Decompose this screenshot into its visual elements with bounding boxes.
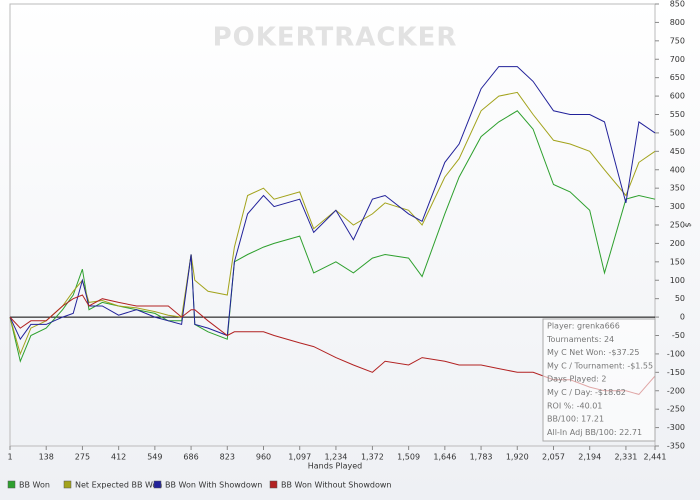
stats-line: My C / Tournament: -$1.55 [547, 361, 653, 370]
x-tick-label: 138 [39, 453, 54, 462]
y-tick-label: 600 [670, 92, 685, 101]
y-tick-label: 800 [670, 18, 685, 27]
stats-line: ROI %: -40.01 [547, 401, 602, 410]
x-tick-label: 1,509 [397, 453, 420, 462]
y-tick-label: 700 [670, 55, 685, 64]
x-tick-label: 686 [183, 453, 198, 462]
x-tick-label: 1,372 [361, 453, 384, 462]
stats-line: Tournaments: 24 [546, 335, 614, 344]
legend-label: BB Won [19, 481, 50, 490]
y-tick-label: -300 [667, 423, 685, 432]
y-tick-label: -50 [672, 331, 685, 340]
x-tick-label: 549 [147, 453, 162, 462]
x-tick-label: 2,441 [644, 453, 667, 462]
legend-swatch [269, 480, 278, 489]
x-tick-label: 1 [7, 453, 12, 462]
stats-box [542, 318, 656, 442]
y-tick-label: -250 [667, 405, 685, 414]
y-tick-label: 750 [670, 36, 685, 45]
y-tick-label: 200 [670, 239, 685, 248]
stats-line: BB/100: 17.21 [547, 415, 604, 424]
x-axis-label: Hands Played [308, 462, 362, 471]
x-tick-label: 1,097 [288, 453, 311, 462]
x-tick-label: 1,783 [470, 453, 493, 462]
y-tick-label: 850 [670, 0, 685, 9]
x-tick-label: 412 [111, 453, 126, 462]
y-tick-label: 250 [670, 221, 685, 230]
x-tick-label: 823 [220, 453, 235, 462]
series-line [9, 110, 656, 363]
y-tick-label: 300 [670, 202, 685, 211]
stats-line: My C Net Won: -$37.25 [547, 348, 639, 357]
x-tick-label: 1,646 [433, 453, 456, 462]
y-tick-label: 0 [680, 313, 685, 322]
x-tick-label: 1,920 [506, 453, 529, 462]
y-tick-label: 100 [670, 276, 685, 285]
x-tick-label: 2,057 [542, 453, 565, 462]
y-tick-label: -100 [667, 349, 685, 358]
watermark: POKERTRACKER [213, 23, 458, 53]
x-tick-label: 2,331 [614, 453, 637, 462]
series-line [9, 91, 656, 356]
x-tick-label: 2,194 [578, 453, 601, 462]
legend-swatch [7, 480, 16, 489]
y-tick-label: 650 [670, 73, 685, 82]
stats-line: My C / Day: -$18.62 [547, 388, 626, 397]
x-tick-label: 275 [75, 453, 90, 462]
y-tick-label: 50 [675, 294, 685, 303]
y-tick-label: 550 [670, 110, 685, 119]
legend-label: BB Won With Showdown [165, 481, 262, 490]
legend-swatch [153, 480, 162, 489]
x-tick-label: 1,234 [324, 453, 347, 462]
y-tick-label: 450 [670, 147, 685, 156]
series-line [9, 294, 656, 395]
y-tick-label: 500 [670, 128, 685, 137]
legend-label: Net Expected BB Won [75, 481, 162, 490]
legend-label: BB Won Without Showdown [281, 481, 391, 490]
stats-line: Days Played: 2 [547, 375, 607, 384]
legend-swatch [63, 480, 72, 489]
y-tick-label: 350 [670, 184, 685, 193]
y-tick-label: -200 [667, 386, 685, 395]
y-tick-label: 400 [670, 165, 685, 174]
stats-line: Player: grenka666 [547, 322, 620, 331]
y-axis-label: $ [684, 222, 693, 227]
x-tick-label: 960 [256, 453, 271, 462]
y-tick-label: 150 [670, 257, 685, 266]
stats-line: All-In Adj BB/100: 22.71 [547, 428, 642, 437]
y-tick-label: -150 [667, 368, 685, 377]
y-tick-label: -350 [667, 442, 685, 451]
